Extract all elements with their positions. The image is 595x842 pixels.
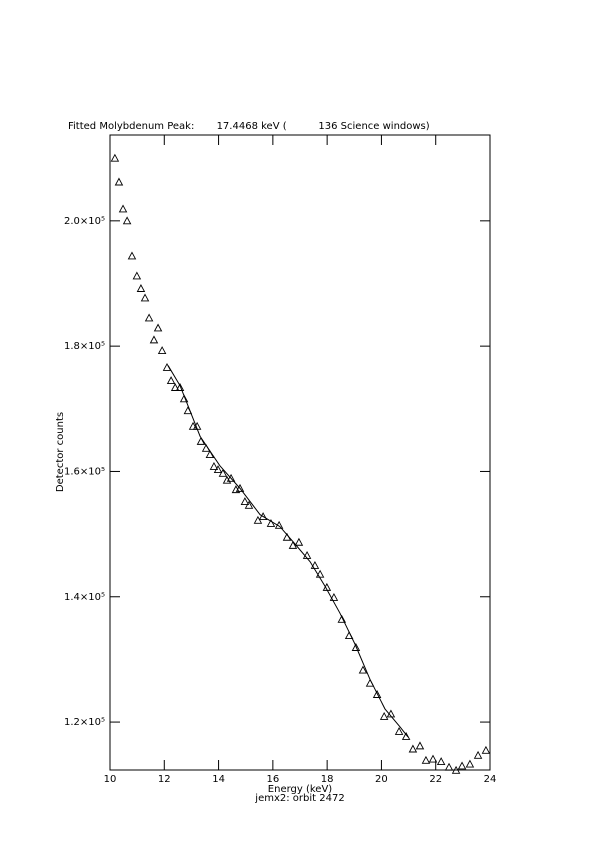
data-point: [244, 500, 254, 509]
data-point: [136, 284, 146, 292]
data-point: [240, 497, 250, 505]
x-tick-label: 18: [321, 774, 334, 785]
y-tick-label: 1.6×10⁵: [64, 466, 105, 477]
data-point: [196, 436, 206, 445]
plot-frame: [109, 134, 491, 771]
data-point: [266, 519, 276, 527]
data-point: [179, 394, 189, 403]
data-point: [127, 251, 137, 260]
data-point: [444, 762, 454, 771]
data-point: [457, 761, 467, 770]
data-point: [288, 540, 298, 549]
data-point: [473, 750, 483, 759]
data-point: [310, 560, 320, 569]
x-tick-label: 16: [266, 774, 279, 785]
y-axis-label: Detector counts: [55, 412, 66, 492]
data-point: [379, 711, 389, 720]
y-tick-label: 1.4×10⁵: [64, 592, 105, 603]
data-point: [157, 346, 167, 354]
data-point: [122, 216, 132, 225]
data-point: [213, 465, 223, 474]
data-point: [188, 421, 198, 430]
data-point: [144, 313, 154, 322]
y-tick-label: 2.0×10⁵: [64, 216, 105, 227]
x-tick-label: 20: [375, 774, 388, 785]
data-point: [465, 759, 475, 768]
data-point: [358, 665, 368, 674]
fit-line: [167, 365, 409, 738]
data-point: [329, 592, 339, 601]
data-point: [394, 727, 404, 735]
data-point: [235, 483, 245, 492]
x-tick-label: 22: [429, 774, 442, 785]
y-tick-label: 1.8×10⁵: [64, 341, 105, 352]
data-point: [118, 204, 128, 213]
data-point: [451, 765, 461, 774]
data-point: [428, 754, 438, 763]
x-tick-label: 12: [158, 774, 171, 785]
data-point: [170, 383, 180, 391]
y-tick-label: 1.2×10⁵: [64, 717, 105, 728]
data-point: [421, 755, 431, 764]
data-point: [294, 537, 304, 546]
data-point: [351, 643, 361, 651]
data-point: [258, 512, 268, 521]
data-point: [175, 383, 185, 391]
data-point: [114, 177, 124, 186]
data-point: [372, 690, 382, 698]
subtitle: jemx2: orbit 2472: [254, 793, 344, 804]
data-point: [209, 461, 219, 470]
data-point: [408, 744, 418, 753]
x-tick-label: 10: [104, 774, 117, 785]
data-point: [226, 473, 236, 482]
data-point: [166, 376, 176, 385]
data-point: [153, 323, 163, 332]
data-point: [337, 614, 347, 623]
data-point: [481, 745, 491, 754]
data-point: [140, 293, 150, 302]
x-axis-label: Energy (keV): [268, 784, 333, 795]
chart-title: Fitted Molybdenum Peak: 17.4468 keV ( 13…: [68, 121, 430, 132]
data-point: [253, 515, 263, 524]
data-point: [132, 271, 142, 280]
data-point: [415, 741, 425, 750]
data-point: [149, 335, 159, 344]
x-tick-label: 24: [484, 774, 497, 785]
data-point: [110, 153, 120, 162]
data-point: [218, 468, 228, 477]
x-tick-label: 14: [212, 774, 225, 785]
data-point: [436, 757, 446, 765]
